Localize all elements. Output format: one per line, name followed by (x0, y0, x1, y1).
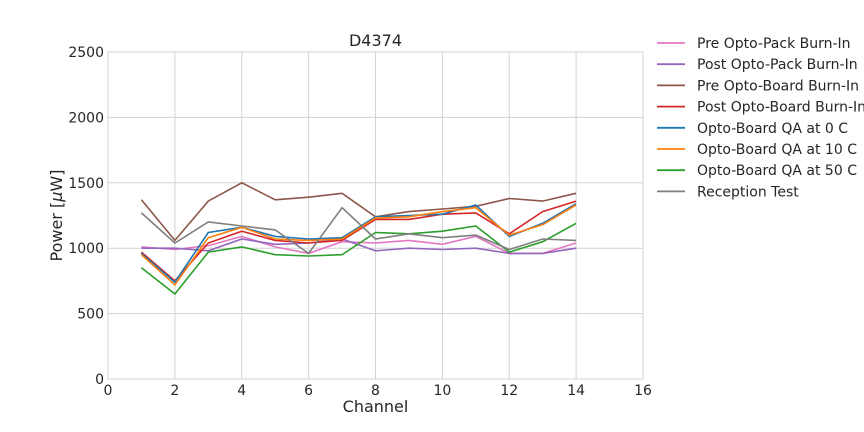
y-tick-label: 0 (95, 372, 104, 388)
x-tick-label: 6 (304, 383, 313, 399)
series-line-post-opto-pack-burn-in (141, 238, 577, 255)
y-tick-label: 2000 (68, 110, 104, 126)
series-line-reception-test (140, 206, 577, 255)
y-tick-label: 1500 (68, 176, 104, 192)
x-axis-title: Channel (343, 397, 409, 416)
x-tick-label: 16 (634, 383, 652, 399)
y-axis-title-suffix: W] (47, 170, 66, 192)
legend-label-opto-board-qa-at-50-c: Opto-Board QA at 50 C (697, 163, 857, 179)
y-tick-label: 1000 (68, 241, 104, 257)
chart-title: D4374 (349, 31, 402, 50)
y-axis-title-prefix: Power [ (47, 202, 66, 262)
grid (107, 51, 644, 380)
x-tick-label: 2 (170, 383, 179, 399)
y-axis-title-mu: μ (47, 192, 66, 203)
y-axis-title: Power [μW] (47, 170, 66, 262)
legend: Pre Opto-Pack Burn-In Post Opto-Pack Burn… (657, 36, 864, 200)
legend-label-opto-board-qa-at-10-c: Opto-Board QA at 10 C (697, 142, 857, 158)
legend-label-post-opto-board-burn-in: Post Opto-Board Burn-In (697, 100, 864, 116)
series-layer (140, 181, 577, 296)
x-tick-label: 14 (567, 383, 585, 399)
y-tick-label: 2500 (68, 45, 104, 61)
plot-area-frame (107, 51, 644, 380)
legend-label-opto-board-qa-at-0-c: Opto-Board QA at 0 C (697, 121, 848, 137)
legend-label-pre-opto-pack-burn-in: Pre Opto-Pack Burn-In (697, 36, 851, 52)
series-line-opto-board-qa-at-10-c (140, 204, 577, 286)
x-tick-label: 8 (371, 383, 380, 399)
x-tick-label: 10 (433, 383, 451, 399)
y-tick-label: 500 (77, 307, 104, 323)
legend-label-pre-opto-board-burn-in: Pre Opto-Board Burn-In (697, 78, 859, 94)
legend-label-post-opto-pack-burn-in: Post Opto-Pack Burn-In (697, 57, 858, 73)
x-tick-label: 12 (500, 383, 518, 399)
x-tick-label: 0 (104, 383, 113, 399)
series-line-pre-opto-board-burn-in (140, 181, 577, 242)
legend-label-reception-test: Reception Test (697, 184, 799, 200)
series-line-pre-opto-pack-burn-in (141, 235, 577, 255)
x-tick-labels: 0 2 4 6 8 10 12 14 16 (104, 383, 652, 399)
x-tick-label: 4 (237, 383, 246, 399)
y-tick-labels: 0 500 1000 1500 2000 2500 (68, 45, 104, 388)
